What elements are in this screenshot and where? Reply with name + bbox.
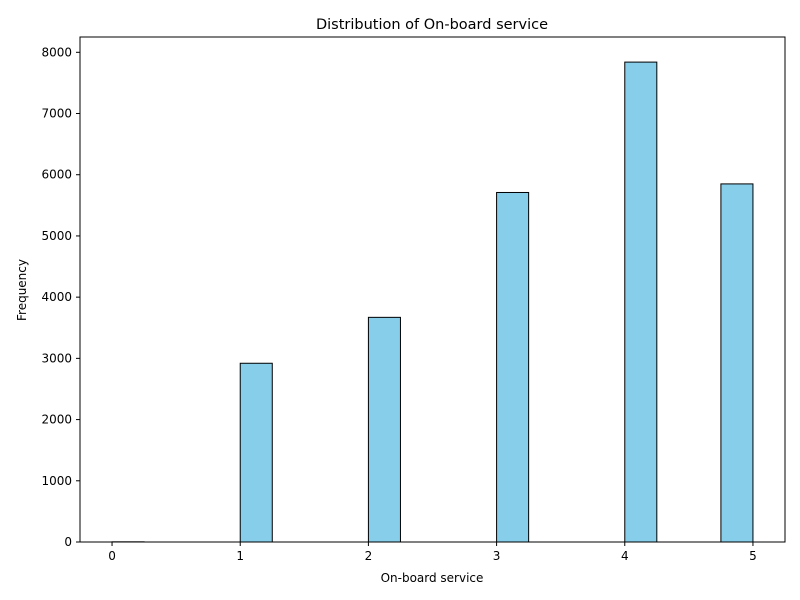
histogram-bar-16 [624,61,658,543]
x-tick-label: 2 [365,549,373,563]
chart-title: Distribution of On-board service [316,17,548,33]
x-axis-ticks: 0 1 2 3 4 5 [108,542,757,563]
y-tick-label: 3000 [41,351,72,365]
plot-frame [79,36,786,543]
x-tick-label: 0 [108,549,116,563]
bars-group [111,61,754,543]
histogram-bar-4 [239,362,273,543]
y-tick-label: 0 [64,535,72,549]
histogram-bar-8 [367,316,401,543]
y-tick-label: 8000 [41,45,72,59]
x-tick-label: 5 [749,549,757,563]
histogram-bar-19 [720,183,754,543]
y-axis-ticks: 0 1000 2000 3000 4000 5000 6000 7000 8000 [41,45,80,549]
y-tick-label: 4000 [41,290,72,304]
y-tick-label: 6000 [41,168,72,182]
y-tick-label: 1000 [41,474,72,488]
y-tick-label: 5000 [41,229,72,243]
x-tick-label: 3 [493,549,501,563]
x-tick-label: 4 [621,549,629,563]
x-axis-label: On-board service [381,571,484,585]
y-tick-label: 2000 [41,413,72,427]
histogram-bar-12 [496,191,530,543]
y-tick-label: 7000 [41,107,72,121]
y-axis-label: Frequency [15,259,29,321]
x-tick-label: 1 [236,549,244,563]
